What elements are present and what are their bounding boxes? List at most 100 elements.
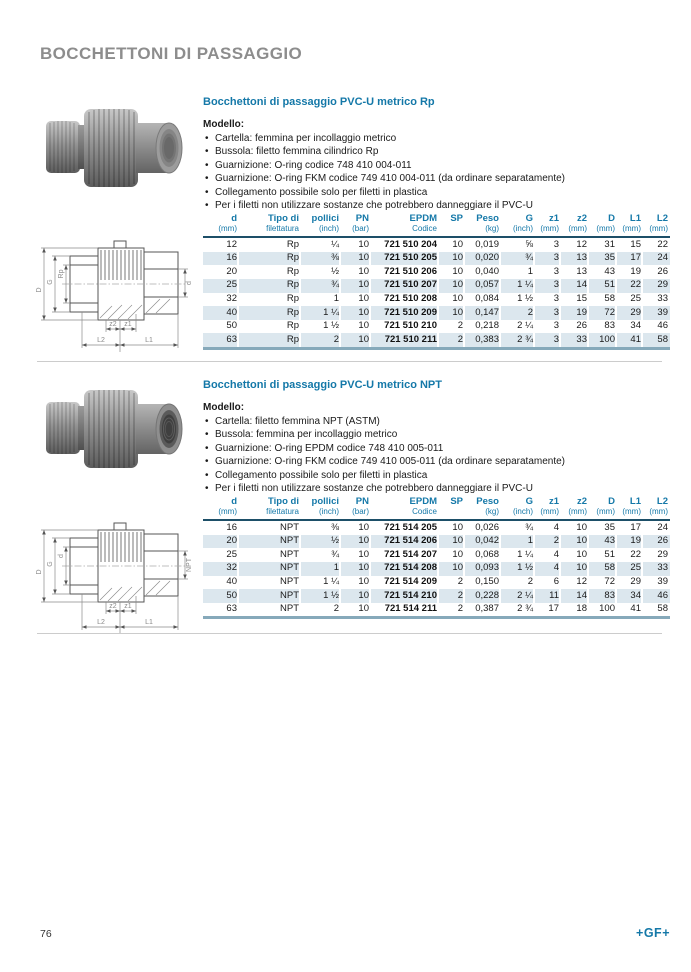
table-cell: 3 <box>535 333 561 350</box>
page-number: 76 <box>40 928 52 940</box>
table-cell: 24 <box>643 251 670 266</box>
table-cell: 2 <box>457 320 463 332</box>
column-header: PN (bar) <box>341 496 371 522</box>
table-cell: 1 ½ <box>501 561 535 576</box>
table-cell: ¾ <box>525 521 533 533</box>
column-header: SP <box>439 213 465 239</box>
table-cell: 35 <box>589 251 617 266</box>
dim-label-L1: L1 <box>145 337 153 344</box>
code-cell: 721 514 207 <box>384 548 437 560</box>
table-cell: 29 <box>630 575 641 587</box>
dim-label-L2: L2 <box>97 619 105 626</box>
dimension-labels: D G d NPT z2 z1 L2 L1 <box>36 554 193 626</box>
model-label: Modello: <box>203 119 245 130</box>
table-cell: NPT <box>239 603 301 620</box>
table-cell: 83 <box>604 320 615 332</box>
table-cell: 2 <box>535 534 561 549</box>
table-cell: 12 <box>576 238 587 250</box>
table-cell: 15 <box>576 292 587 304</box>
table-cell: 39 <box>643 306 670 320</box>
table-cell: 24 <box>657 521 668 533</box>
code-cell: 721 510 206 <box>384 265 437 277</box>
column-header: D (mm) <box>589 496 617 522</box>
column-header: pollici (inch) <box>301 213 341 239</box>
column-header: G (inch) <box>501 496 535 522</box>
table-cell: 19 <box>617 534 643 549</box>
table-cell: 2 <box>301 603 341 620</box>
product-table-npt: d (mm) Tipo di filettatura pollici (inch) PN (b… <box>203 496 670 620</box>
column-header: Tipo di filettatura <box>239 213 301 239</box>
table-cell: 72 <box>589 306 617 320</box>
table-cell: 10 <box>452 238 463 250</box>
model-bullet: Bussola: femmina per incollaggio metrico <box>203 428 670 442</box>
table-cell: ⅜ <box>301 251 341 266</box>
table-cell: 10 <box>341 306 371 320</box>
table-cell: 2 <box>527 575 533 587</box>
gf-logo: +GF+ <box>636 926 670 940</box>
table-cell: 25 <box>203 278 239 293</box>
table-cell: 2 ¼ <box>501 589 535 603</box>
table-cell: 26 <box>643 534 670 549</box>
table-cell: 0,218 <box>475 320 499 332</box>
column-header: d (mm) <box>203 496 239 522</box>
table-cell: NPT <box>239 561 301 576</box>
table-cell: 51 <box>604 548 615 560</box>
dim-label-thread: Rp <box>58 269 65 278</box>
model-bullet: Collegamento possibile solo per filetti … <box>203 186 670 200</box>
table-cell: ½ <box>331 265 339 277</box>
table-cell: 25 <box>630 292 641 304</box>
model-bullet: Collegamento possibile solo per filetti … <box>203 469 670 483</box>
table-cell: 20 <box>203 534 239 549</box>
table-cell: 1 ¼ <box>301 306 341 320</box>
code-cell: 721 514 210 <box>371 589 439 603</box>
code-cell: 721 510 211 <box>371 333 439 350</box>
table-cell: 2 ¾ <box>501 603 535 620</box>
product-photo-npt <box>32 366 197 484</box>
table-cell: 1 ¼ <box>323 575 339 587</box>
table-cell: 2 <box>439 603 465 620</box>
table-cell: 63 <box>203 333 239 350</box>
column-header: z1 (mm) <box>535 496 561 522</box>
table-cell: 17 <box>630 521 641 533</box>
section-divider <box>37 633 662 634</box>
table-cell: 22 <box>630 548 641 560</box>
table-row: 16 NPT ⅜ 10 721 514 205 10 0,026 ¾ 4 10 35 17 24 <box>203 521 670 535</box>
table-cell: Rp <box>286 265 299 277</box>
table-cell: ¾ <box>501 251 535 266</box>
table-cell: NPT <box>280 548 299 560</box>
table-cell: NPT <box>280 575 299 587</box>
table-cell: 58 <box>643 333 670 350</box>
table-cell: NPT <box>239 589 301 603</box>
table-row: 25 Rp ¾ 10 721 510 207 10 0,057 1 ¼ 3 14 51 22 29 <box>203 278 670 293</box>
table-cell: 2 <box>501 306 535 320</box>
table-cell: 10 <box>341 534 371 549</box>
dim-label-z1: z1 <box>124 603 132 610</box>
table-cell: 58 <box>604 292 615 304</box>
code-cell: 721 514 206 <box>371 534 439 549</box>
table-cell: 83 <box>589 589 617 603</box>
table-cell: 10 <box>576 521 587 533</box>
model-bullet: Cartella: filetto femmina NPT (ASTM) <box>203 415 670 429</box>
table-cell: 10 <box>358 292 369 304</box>
table-row: 63 Rp 2 10 721 510 211 2 0,383 2 ¾ 3 33 100 41 58 <box>203 333 670 350</box>
table-cell: 1 ¼ <box>501 278 535 293</box>
model-bullet: Per i filetti non utilizzare sostanze ch… <box>203 199 670 213</box>
cross-section-outline <box>69 522 179 603</box>
table-cell: 1 ½ <box>323 320 339 332</box>
section-hatching <box>99 298 171 320</box>
table-cell: 16 <box>203 251 239 266</box>
table-cell: 31 <box>604 238 615 250</box>
table-row: 50 NPT 1 ½ 10 721 514 210 2 0,228 2 ¼ 11 14 83 34 46 <box>203 589 670 603</box>
column-header: d (mm) <box>203 213 239 239</box>
table-row: 20 NPT ½ 10 721 514 206 10 0,042 1 2 10 43 19 26 <box>203 534 670 549</box>
table-cell: 15 <box>630 238 641 250</box>
table-cell: 10 <box>341 603 371 620</box>
table-cell: 1 ½ <box>301 589 341 603</box>
table-cell: 2 <box>439 333 465 350</box>
model-bullet: Bussola: filetto femmina cilindrico Rp <box>203 145 670 159</box>
table-cell: 26 <box>657 265 668 277</box>
table-cell: 3 <box>553 238 559 250</box>
column-header: L1 (mm) <box>617 213 643 239</box>
column-header: L2 (mm) <box>643 213 670 239</box>
